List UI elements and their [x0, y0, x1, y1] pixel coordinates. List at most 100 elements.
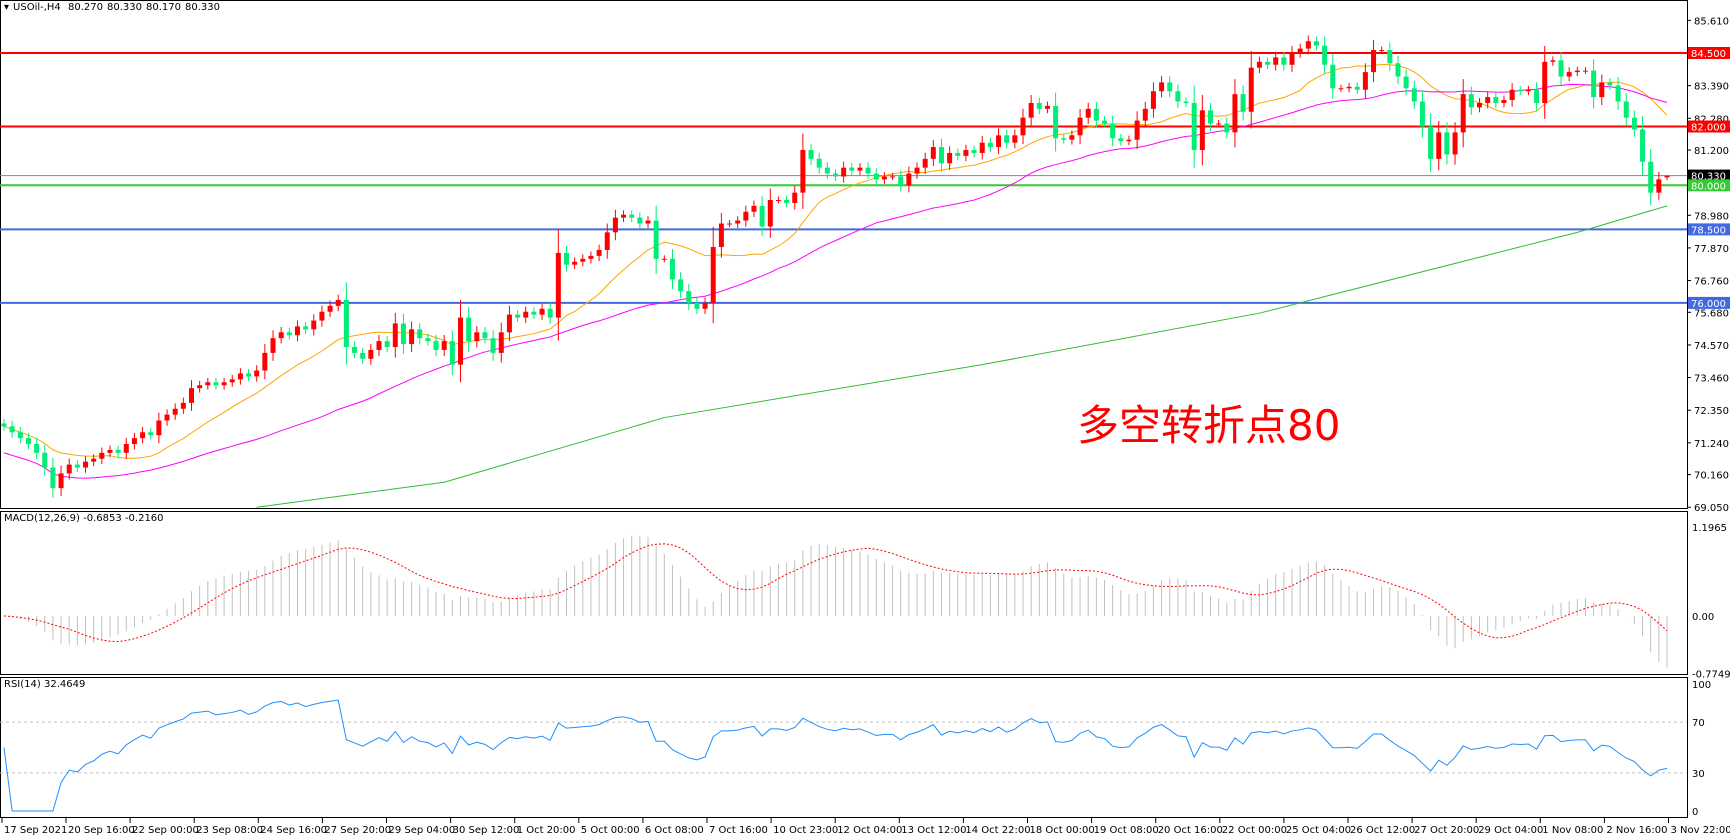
level-price-tag	[1688, 296, 1730, 309]
candle-body	[425, 338, 431, 342]
time-tick-label: 13 Oct 12:00	[901, 825, 966, 836]
candle-body	[458, 317, 464, 365]
candle-body	[881, 176, 887, 180]
time-tick-label: 30 Sep 12:00	[453, 825, 520, 836]
candle-body	[580, 258, 586, 262]
price-tick-label: 85.610	[1694, 16, 1729, 27]
candle-body	[1012, 135, 1018, 143]
candle-body	[286, 332, 292, 336]
candle-body	[1582, 70, 1588, 72]
price-tick-label: 77.870	[1694, 244, 1729, 255]
candle-body	[50, 467, 56, 489]
low-value: 80.170	[145, 2, 181, 13]
candle-body	[1142, 108, 1148, 121]
candle-body	[1069, 135, 1075, 140]
candle-body	[107, 449, 113, 453]
candles	[1, 35, 1670, 498]
level-price-tag	[1688, 179, 1730, 192]
candle-body	[996, 135, 1002, 148]
time-tick-label: 17 Sep 2021	[4, 825, 67, 836]
time-tick-label: 1 Oct 20:00	[517, 825, 576, 836]
price-tick-label: 70.160	[1694, 471, 1729, 482]
macd-signal-line	[3, 543, 1668, 643]
candle-body	[1020, 117, 1026, 136]
candle-body	[1273, 57, 1279, 65]
candle-body	[955, 152, 961, 156]
candle-body	[131, 438, 137, 445]
candle-body	[1379, 50, 1385, 52]
time-tick-label: 22 Oct 00:00	[1222, 825, 1287, 836]
macd-label: MACD(12,26,9) -0.6853 -0.2160	[4, 513, 164, 524]
candle-body	[1664, 175, 1670, 178]
candle-body	[311, 320, 317, 330]
candle-body	[857, 167, 863, 171]
candle-body	[792, 192, 798, 203]
candle-body	[694, 302, 700, 309]
candle-body	[1371, 50, 1377, 73]
candle-body	[661, 258, 667, 260]
candle-body	[1542, 61, 1548, 103]
rsi-tick-label: 30	[1692, 769, 1705, 780]
candle-body	[1134, 120, 1140, 140]
candle-body	[1517, 89, 1523, 92]
candle-body	[751, 205, 757, 212]
candle-body	[1199, 110, 1205, 151]
candle-body	[1036, 102, 1042, 109]
candle-body	[1419, 101, 1425, 127]
candle-body	[1061, 138, 1067, 140]
candle-body	[148, 432, 154, 436]
time-tick-label: 12 Oct 04:00	[837, 825, 902, 836]
main-panel-frame	[0, 0, 1688, 509]
macd-tick-label: 1.1965	[1692, 523, 1727, 534]
level-price-tag	[1688, 169, 1730, 182]
candle-body	[1477, 102, 1483, 108]
candle-body	[1240, 94, 1246, 112]
candle-body	[1044, 105, 1050, 109]
candle-body	[246, 373, 252, 377]
candle-body	[1591, 70, 1597, 98]
time-tick-label: 23 Sep 08:00	[196, 825, 263, 836]
ma-mid-line	[3, 83, 1668, 479]
time-tick-label: 14 Oct 22:00	[965, 825, 1030, 836]
time-tick-label: 1 Nov 08:00	[1542, 825, 1603, 836]
candle-body	[1574, 70, 1580, 73]
candle-body	[824, 167, 830, 174]
candle-body	[270, 338, 276, 353]
close-value: 80.330	[184, 2, 220, 13]
candle-body	[873, 173, 879, 180]
candle-body	[1248, 67, 1254, 112]
candle-body	[1191, 102, 1197, 151]
candle-body	[686, 291, 692, 303]
candle-body	[1566, 72, 1572, 77]
macd-tick-label: -0.7749	[1692, 670, 1730, 681]
candle-body	[890, 176, 896, 178]
time-tick-label: 24 Sep 16:00	[260, 825, 327, 836]
candle-body	[66, 464, 72, 474]
time-tick-label: 10 Oct 23:00	[773, 825, 838, 836]
candle-body	[1159, 82, 1165, 92]
rsi-tick-label: 70	[1692, 718, 1705, 729]
candle-body	[735, 220, 741, 224]
time-tick-label: 2 Nov 16:00	[1606, 825, 1667, 836]
candle-body	[987, 142, 993, 148]
price-tick-label: 73.460	[1694, 374, 1729, 385]
candle-body	[164, 414, 170, 421]
candle-body	[1485, 97, 1491, 103]
candle-body	[1468, 94, 1474, 108]
candle-body	[1102, 120, 1108, 124]
candle-body	[83, 461, 89, 468]
candle-body	[409, 329, 415, 345]
level-price-label: 84.500	[1691, 49, 1726, 60]
candle-body	[727, 223, 733, 225]
candle-body	[1256, 61, 1262, 68]
candle-body	[914, 167, 920, 174]
candle-body	[237, 373, 243, 380]
price-tick-label: 69.050	[1694, 503, 1729, 514]
candle-body	[490, 338, 496, 353]
candle-body	[1607, 82, 1613, 86]
time-tick-label: 6 Oct 08:00	[645, 825, 704, 836]
candle-body	[1346, 86, 1352, 89]
collapse-triangle-icon[interactable]: ▾	[4, 2, 10, 13]
candle-body	[1395, 63, 1401, 77]
time-tick-label: 20 Oct 16:00	[1158, 825, 1223, 836]
